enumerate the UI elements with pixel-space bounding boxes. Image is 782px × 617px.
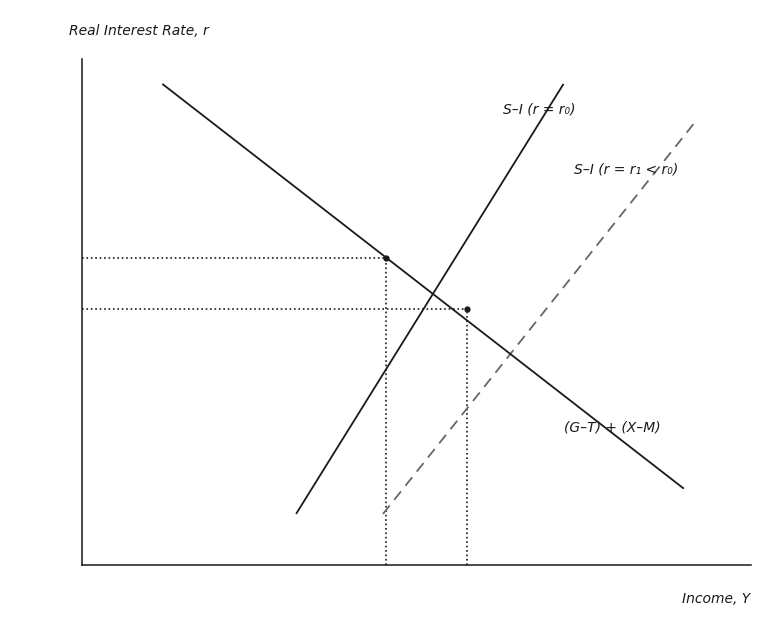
Text: Real Interest Rate, r: Real Interest Rate, r xyxy=(69,25,209,38)
Text: Income, Y: Income, Y xyxy=(683,592,751,607)
Text: Exhibit 11: Exhibit 11 xyxy=(14,15,105,31)
Text: (G–T) + (X–M): (G–T) + (X–M) xyxy=(564,421,660,435)
Text: S–I (r = r₁ < r₀): S–I (r = r₁ < r₀) xyxy=(573,163,678,177)
Text: Balancing Aggregate Income and Expenditure: Balancing Aggregate Income and Expenditu… xyxy=(83,15,522,31)
Text: S–I (r = r₀): S–I (r = r₀) xyxy=(504,102,576,116)
